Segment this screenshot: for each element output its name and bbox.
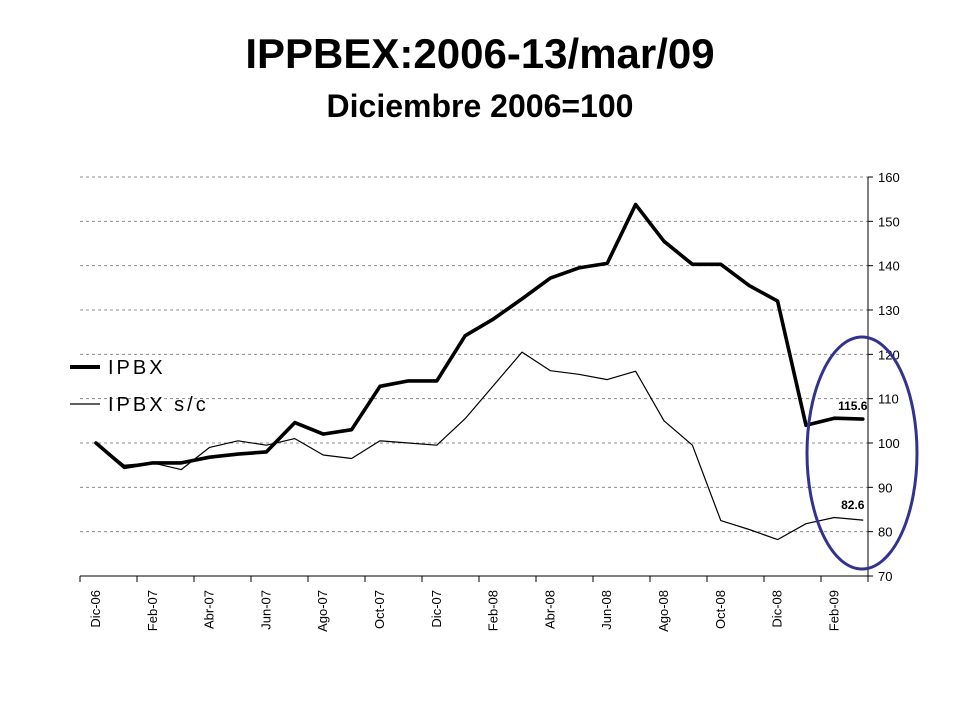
series-end-label-1: 115.6 <box>838 399 868 413</box>
y-tick-label: 110 <box>878 392 899 407</box>
y-tick-label: 130 <box>878 303 900 318</box>
x-tick-label: Feb-09 <box>826 590 841 631</box>
series-line-2 <box>95 351 864 541</box>
data-labels: 115.6 82.6 <box>838 399 868 512</box>
gridlines <box>80 176 868 533</box>
x-tick-label: Ago-07 <box>315 590 330 632</box>
y-tick-label: 90 <box>878 480 892 495</box>
legend-label-2: IPBX s/c <box>108 394 209 416</box>
highlight-ellipse <box>805 335 919 571</box>
axes <box>80 177 869 577</box>
x-tick-label: Feb-08 <box>486 590 501 631</box>
x-tick-label: Jun-07 <box>258 590 273 630</box>
x-tick-label: Ago-08 <box>656 590 671 632</box>
y-tick-label: 80 <box>878 525 892 540</box>
y-tick-label: 140 <box>878 259 900 274</box>
series-end-label-2: 82.6 <box>841 498 865 512</box>
x-tick-label: Oct-07 <box>372 590 387 629</box>
series-line-1 <box>94 202 865 470</box>
x-tick-label: Dic-06 <box>88 590 103 628</box>
chart-title: IPPBEX:2006-13/mar/09 <box>245 30 715 77</box>
x-axis-ticks: Dic-06 Feb-07 Abr-07 Jun-07 Ago-07 Oct-07 Dic-… <box>79 576 869 632</box>
x-tick-label: Dic-08 <box>770 590 785 628</box>
legend: IPBX IPBX s/c <box>70 357 209 416</box>
y-tick-label: 150 <box>878 214 900 229</box>
x-tick-label: Abr-08 <box>542 590 557 629</box>
x-tick-label: Dic-07 <box>429 590 444 628</box>
y-tick-label: 70 <box>878 569 892 584</box>
annotation <box>805 335 919 571</box>
x-tick-label: Oct-08 <box>713 590 728 629</box>
legend-label-1: IPBX <box>108 357 166 379</box>
x-tick-label: Jun-08 <box>599 590 614 630</box>
chart-subtitle: Diciembre 2006=100 <box>326 88 634 124</box>
y-tick-label: 100 <box>878 436 900 451</box>
series-lines <box>94 202 865 541</box>
x-tick-label: Feb-07 <box>145 590 160 631</box>
y-tick-label: 160 <box>878 170 900 185</box>
x-tick-label: Abr-07 <box>202 590 217 629</box>
